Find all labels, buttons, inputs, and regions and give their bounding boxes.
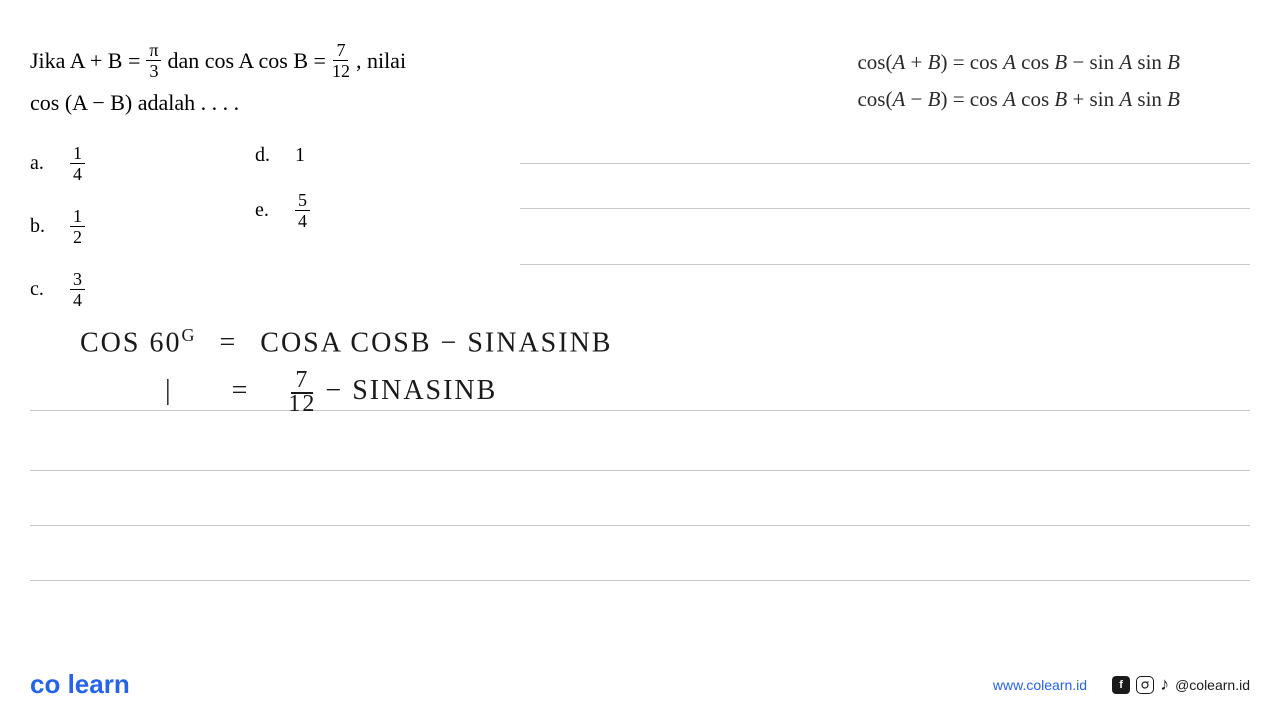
option-letter: e. bbox=[255, 199, 275, 222]
option-letter: d. bbox=[255, 144, 275, 167]
hw-eq: = bbox=[219, 327, 237, 358]
logo: co learn bbox=[30, 669, 130, 700]
options-block: a. 1 4 b. 1 2 c. 3 4 bbox=[30, 144, 1250, 309]
option-c: c. 3 4 bbox=[30, 270, 85, 309]
hw-frac-den: 12 bbox=[288, 394, 316, 416]
hw-fraction: 7 12 bbox=[288, 370, 316, 415]
handwriting-line1: cos 60G = cosA cosB − sinAsinB bbox=[80, 325, 612, 359]
hw-bar: | bbox=[165, 375, 173, 406]
hw-rhs1: cosA cosB − sinAsinB bbox=[260, 327, 612, 358]
rule bbox=[30, 580, 1250, 581]
option-value: 3 4 bbox=[70, 270, 85, 309]
hw-cos60: cos 60 bbox=[80, 327, 181, 358]
option-letter: b. bbox=[30, 215, 50, 238]
footer-right: www.colearn.id f ♪ @colearn.id bbox=[993, 674, 1250, 695]
rule bbox=[520, 208, 1250, 209]
social-handle: @colearn.id bbox=[1175, 677, 1250, 693]
rule bbox=[30, 470, 1250, 471]
option-letter: c. bbox=[30, 278, 50, 301]
option-value: 1 4 bbox=[70, 144, 85, 183]
frac-den: 3 bbox=[149, 61, 158, 80]
handwriting-line2: | = 7 12 − sinAsinB bbox=[165, 370, 497, 415]
option-value: 1 bbox=[295, 144, 305, 167]
footer: co learn www.colearn.id f ♪ @colearn.id bbox=[0, 669, 1280, 700]
formula-sum: cos(A + B) = cos A cos B − sin A sin B bbox=[857, 50, 1180, 75]
option-letter: a. bbox=[30, 152, 50, 175]
q-prefix: Jika A + B = bbox=[30, 40, 140, 82]
options-col1: a. 1 4 b. 1 2 c. 3 4 bbox=[30, 144, 85, 309]
social-block: f ♪ @colearn.id bbox=[1112, 674, 1250, 695]
fraction-pi-3: π 3 bbox=[146, 41, 161, 80]
rule bbox=[520, 163, 1250, 164]
facebook-icon[interactable]: f bbox=[1112, 676, 1130, 694]
tiktok-icon[interactable]: ♪ bbox=[1160, 674, 1169, 695]
frac-den: 12 bbox=[332, 61, 350, 80]
frac-num: π bbox=[146, 41, 161, 61]
frac-num: 7 bbox=[333, 41, 348, 61]
formula-block: cos(A + B) = cos A cos B − sin A sin B c… bbox=[857, 50, 1180, 124]
option-value: 5 4 bbox=[295, 191, 310, 230]
rule bbox=[30, 525, 1250, 526]
option-value: 1 2 bbox=[70, 207, 85, 246]
hw-eq2: = bbox=[232, 375, 250, 406]
website-link[interactable]: www.colearn.id bbox=[993, 677, 1087, 693]
instagram-icon[interactable] bbox=[1136, 676, 1154, 694]
option-b: b. 1 2 bbox=[30, 207, 85, 246]
fraction-7-12: 7 12 bbox=[332, 41, 350, 80]
hw-rhs2: − sinAsinB bbox=[325, 375, 497, 406]
formula-diff: cos(A − B) = cos A cos B + sin A sin B bbox=[857, 87, 1180, 112]
options-col2: d. 1 e. 5 4 bbox=[255, 144, 310, 309]
hw-sup: G bbox=[181, 325, 196, 345]
rule bbox=[520, 264, 1250, 265]
option-e: e. 5 4 bbox=[255, 191, 310, 230]
q-suffix: , nilai bbox=[356, 40, 406, 82]
q-mid: dan cos A cos B = bbox=[167, 40, 325, 82]
option-d: d. 1 bbox=[255, 144, 310, 167]
option-a: a. 1 4 bbox=[30, 144, 85, 183]
